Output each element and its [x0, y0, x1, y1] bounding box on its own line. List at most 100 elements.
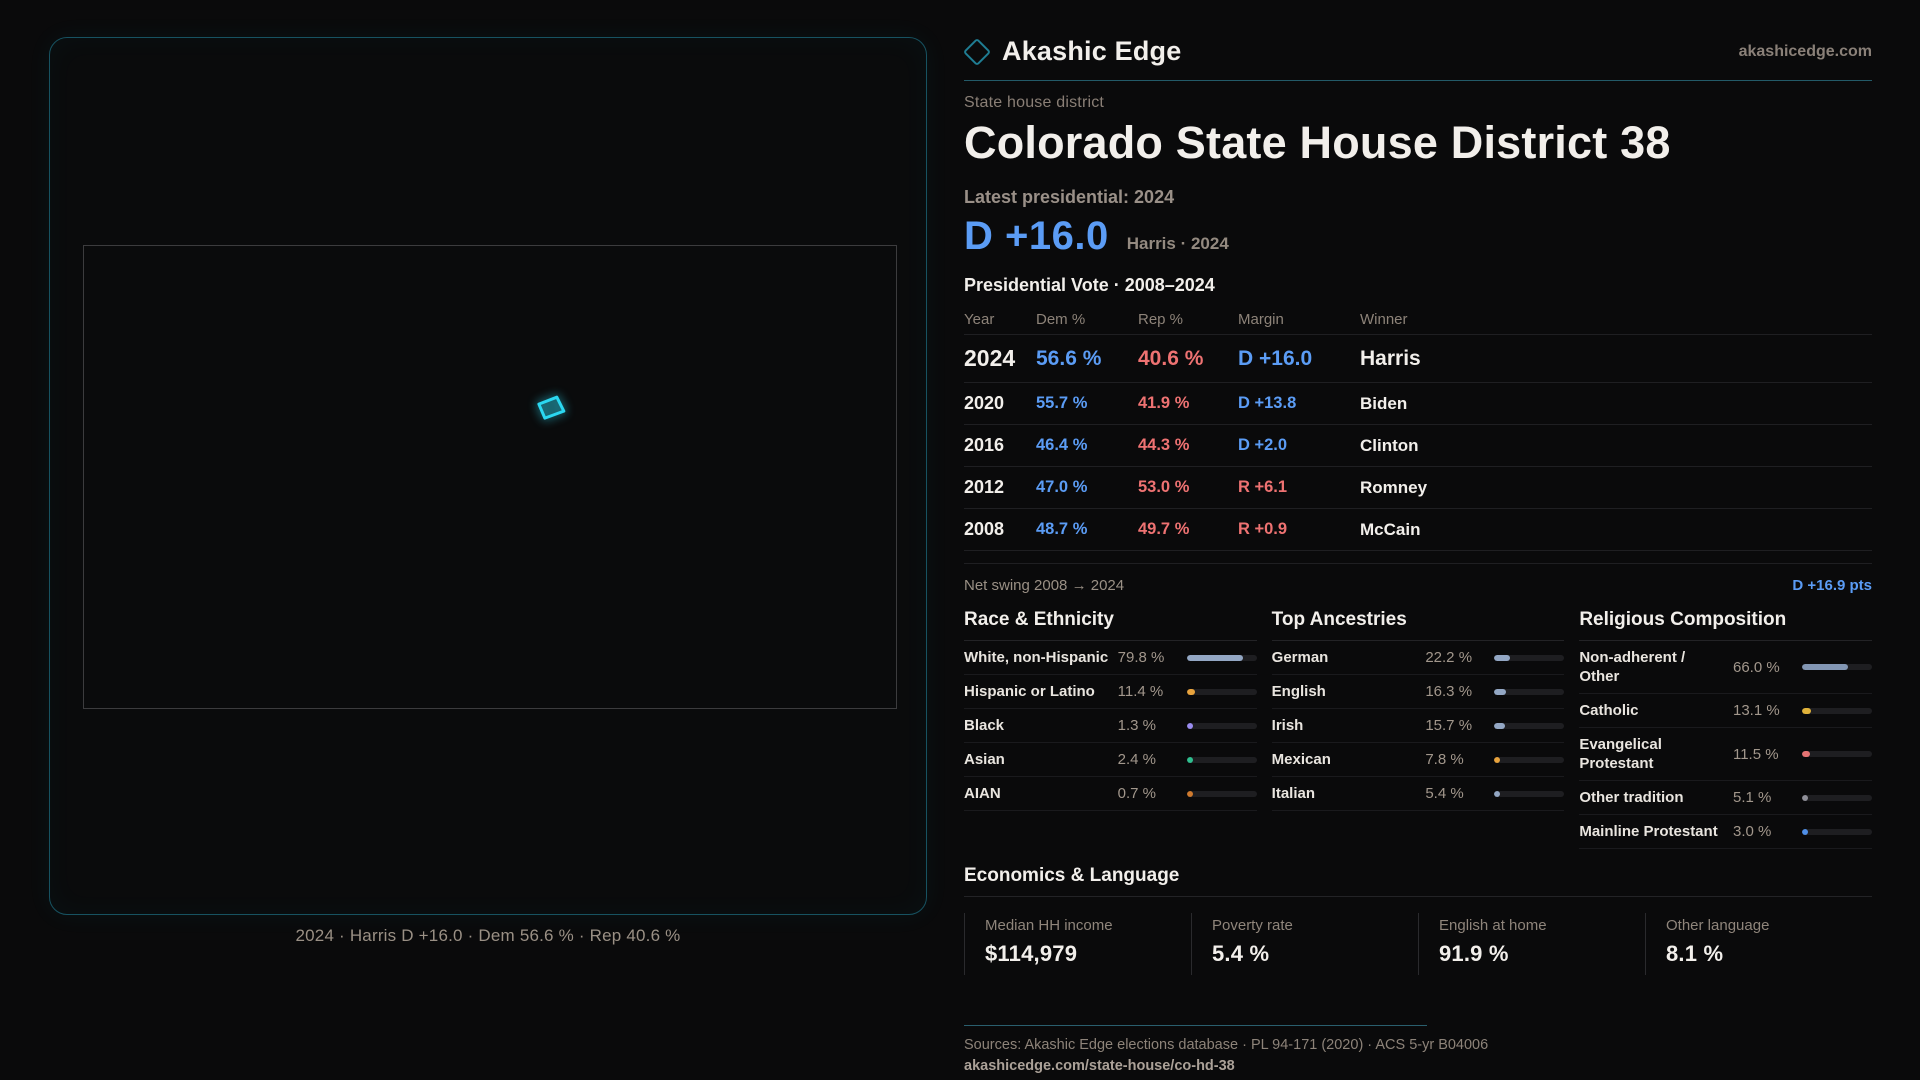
demo-row-english: English 16.3 % [1271, 675, 1565, 709]
demo-row-non-adherent-other: Non-adherent / Other 66.0 % [1579, 641, 1872, 694]
net-swing-row: Net swing 2008 → 2024 D +16.9 pts [964, 563, 1872, 594]
vote-row-2016: 2016 46.4 % 44.3 % D +2.0 Clinton [964, 425, 1872, 467]
demo-value: 13.1 % [1732, 702, 1780, 719]
sources-line: Sources: Akashic Edge elections database… [964, 1037, 1489, 1053]
demo-row-white-non-hispanic: White, non-Hispanic 79.8 % [964, 641, 1257, 675]
demo-label: Irish [1271, 717, 1304, 734]
demo-value: 16.3 % [1425, 683, 1473, 700]
demo-value: 1.3 % [1117, 717, 1157, 734]
demographics-grid: Race & Ethnicity White, non-Hispanic 79.8 … [964, 609, 1872, 849]
demo-column-top-ancestries: Top Ancestries German 22.2 % English 16.3 % I… [1271, 609, 1565, 849]
stat-other-language: Other language 8.1 % [1645, 913, 1872, 975]
demo-row-aian: AIAN 0.7 % [964, 777, 1257, 811]
demo-bar-black [1186, 722, 1257, 729]
demo-value: 7.8 % [1425, 751, 1464, 768]
demo-value: 2.4 % [1117, 751, 1157, 768]
column-header-year: Year [964, 310, 995, 328]
section-title-religious-composition: Religious Composition [1579, 609, 1872, 641]
cell-margin: R +6.1 [1238, 478, 1288, 496]
demo-label: Italian [1271, 785, 1316, 802]
demo-label: AIAN [964, 785, 1001, 802]
cell-rep-pct: 53.0 % [1138, 478, 1190, 496]
cell-winner: Clinton [1360, 435, 1419, 455]
demo-bar-hispanic-or-latino [1186, 688, 1257, 695]
cell-rep-pct: 40.6 % [1138, 346, 1204, 370]
cell-dem-pct: 56.6 % [1036, 346, 1102, 370]
demo-bar-evangelical-protestant [1801, 751, 1872, 757]
demo-row-italian: Italian 5.4 % [1271, 777, 1565, 811]
cell-year: 2008 [964, 519, 1005, 539]
stat-label: Median HH income [985, 917, 1113, 934]
demo-row-hispanic-or-latino: Hispanic or Latino 11.4 % [964, 675, 1257, 709]
cell-margin: D +2.0 [1238, 436, 1288, 454]
demo-value: 0.7 % [1117, 785, 1157, 802]
section-title-top-ancestries: Top Ancestries [1271, 609, 1565, 641]
demo-label: Hispanic or Latino [964, 683, 1095, 700]
stat-label: Poverty rate [1212, 917, 1293, 934]
demo-value: 15.7 % [1425, 717, 1473, 734]
cell-year: 2012 [964, 477, 1005, 497]
demo-bar-fill [1186, 688, 1195, 695]
stat-label: English at home [1439, 917, 1547, 934]
demo-bar-fill [1801, 664, 1849, 670]
demo-label: Evangelical Protestant [1579, 736, 1662, 772]
district-map-svg [537, 395, 566, 420]
stat-value: 8.1 % [1666, 941, 1724, 966]
demo-bar-fill [1494, 790, 1501, 797]
brand-domain-link[interactable]: akashicedge.com [1738, 42, 1872, 60]
demo-bar-catholic [1801, 707, 1872, 714]
demo-bar-fill [1186, 654, 1243, 661]
brand-diamond-icon [962, 37, 992, 66]
demo-row-black: Black 1.3 % [964, 709, 1257, 743]
demo-label: Mexican [1271, 751, 1331, 768]
demo-bar-italian [1494, 790, 1565, 797]
demo-row-irish: Irish 15.7 % [1271, 709, 1565, 743]
column-header-margin: Margin [1238, 310, 1284, 328]
column-header-winner: Winner [1360, 310, 1408, 328]
demo-label: Black [964, 717, 1005, 734]
cell-margin: D +16.0 [1238, 346, 1313, 370]
economics-section-title: Economics & Language [964, 865, 1872, 897]
economics-section: Economics & Language Median HH income $11… [964, 865, 1872, 975]
section-title-race-ethnicity: Race & Ethnicity [964, 609, 1257, 641]
demo-row-mexican: Mexican 7.8 % [1271, 743, 1565, 777]
demo-value: 11.4 % [1117, 683, 1164, 700]
demo-bar-fill [1494, 654, 1510, 661]
cell-rep-pct: 41.9 % [1138, 394, 1190, 412]
demo-label: Catholic [1579, 702, 1639, 719]
demo-label: Other tradition [1579, 789, 1684, 806]
demo-value: 5.4 % [1425, 785, 1464, 802]
district-map-card [49, 37, 927, 915]
vote-table-title: Presidential Vote · 2008–2024 [964, 275, 1215, 295]
cell-dem-pct: 46.4 % [1036, 436, 1088, 454]
demo-bar-fill [1801, 751, 1811, 757]
demo-bar-fill [1186, 722, 1193, 729]
demo-label: White, non-Hispanic [964, 649, 1109, 666]
report-footer: Sources: Akashic Edge elections database… [964, 1025, 1872, 1075]
demo-row-asian: Asian 2.4 % [964, 743, 1257, 777]
permalink-link[interactable]: akashicedge.com/state-house/co-hd-38 [964, 1058, 1235, 1074]
cell-year: 2024 [964, 345, 1016, 371]
cell-winner: McCain [1360, 519, 1421, 539]
cell-winner: Biden [1360, 393, 1408, 413]
brand-lockup: Akashic Edge [962, 36, 1182, 67]
cell-rep-pct: 44.3 % [1138, 436, 1190, 454]
demo-bar-aian [1186, 790, 1257, 797]
stat-value: $114,979 [985, 941, 1078, 966]
stat-label: Other language [1666, 917, 1770, 934]
demo-bar-non-adherent-other [1801, 664, 1872, 670]
stat-median-hh-income: Median HH income $114,979 [964, 913, 1191, 975]
demo-bar-fill [1801, 707, 1812, 714]
demo-bar-fill [1186, 790, 1193, 797]
cell-dem-pct: 48.7 % [1036, 520, 1088, 538]
stat-value: 91.9 % [1439, 941, 1509, 966]
demo-bar-fill [1801, 794, 1808, 801]
cell-margin: R +0.9 [1238, 520, 1288, 538]
stat-value: 5.4 % [1212, 941, 1270, 966]
colorado-state-outline [83, 245, 897, 709]
brand-name: Akashic Edge [1002, 36, 1182, 66]
stat-english-at-home: English at home 91.9 % [1418, 913, 1645, 975]
demo-bar-fill [1494, 756, 1501, 763]
demo-value: 79.8 % [1117, 649, 1165, 666]
